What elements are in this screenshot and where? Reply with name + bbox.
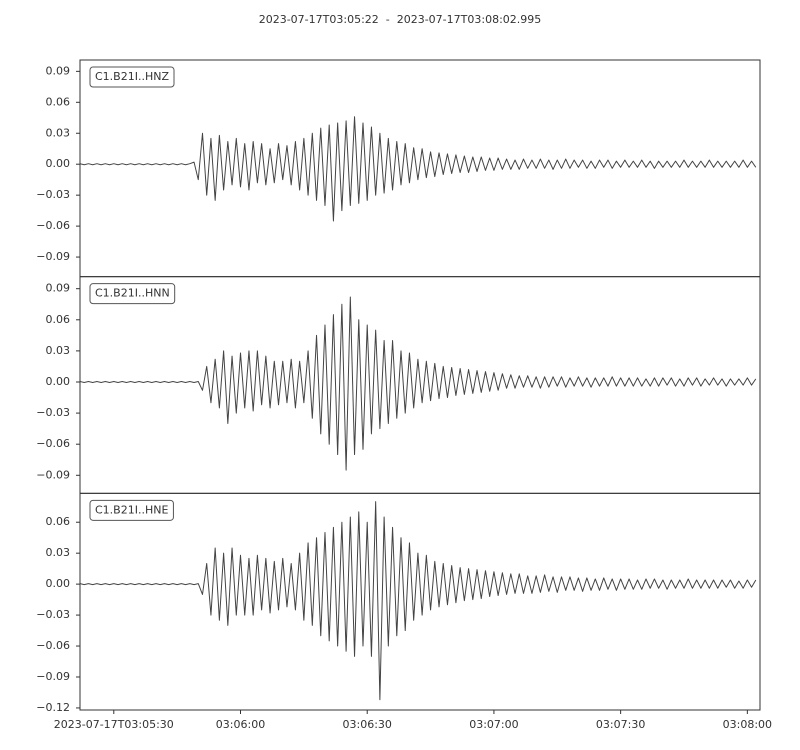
trace-label-box [89, 283, 176, 305]
y-tick-label: −0.03 [36, 188, 70, 201]
y-tick-label: 0.00 [46, 577, 71, 590]
chart-title: 2023-07-17T03:05:22 - 2023-07-17T03:08:0… [259, 13, 542, 26]
y-tick-label: 0.09 [46, 282, 71, 295]
y-tick-label: −0.06 [36, 639, 70, 652]
y-tick-label: −0.06 [36, 219, 70, 232]
panel-frame [79, 492, 761, 711]
y-tick-label: −0.12 [36, 701, 70, 714]
waveform [80, 296, 757, 471]
y-tick-label: 0.09 [46, 64, 71, 77]
trace-label: C1.B21I..HNE [95, 503, 168, 516]
x-tick-label: 03:07:30 [596, 718, 645, 731]
y-tick-label: −0.09 [36, 468, 70, 481]
y-tick-label: −0.03 [36, 406, 70, 419]
x-tick-label: 03:08:00 [723, 718, 772, 731]
y-tick-label: −0.09 [36, 670, 70, 683]
y-tick-label: −0.03 [36, 608, 70, 621]
x-tick-label: 03:06:30 [343, 718, 392, 731]
trace-label-box [89, 499, 174, 521]
trace-label: C1.B21I..HNN [95, 287, 170, 300]
x-tick-label: 03:06:00 [216, 718, 265, 731]
y-tick-label: 0.00 [46, 157, 71, 170]
y-tick-label: 0.03 [46, 344, 71, 357]
waveform [80, 501, 757, 701]
x-tick-label: 2023-07-17T03:05:30 [54, 718, 174, 731]
y-tick-label: −0.06 [36, 437, 70, 450]
y-tick-label: 0.06 [46, 515, 71, 528]
trace-label-box [89, 66, 175, 88]
y-tick-label: 0.06 [46, 95, 71, 108]
y-tick-label: −0.09 [36, 250, 70, 263]
trace-label: C1.B21I..HNZ [95, 70, 169, 83]
y-tick-label: 0.00 [46, 375, 71, 388]
y-tick-label: 0.06 [46, 313, 71, 326]
waveform [80, 116, 757, 222]
y-tick-label: 0.03 [46, 546, 71, 559]
y-tick-label: 0.03 [46, 126, 71, 139]
x-tick-label: 03:07:00 [469, 718, 518, 731]
